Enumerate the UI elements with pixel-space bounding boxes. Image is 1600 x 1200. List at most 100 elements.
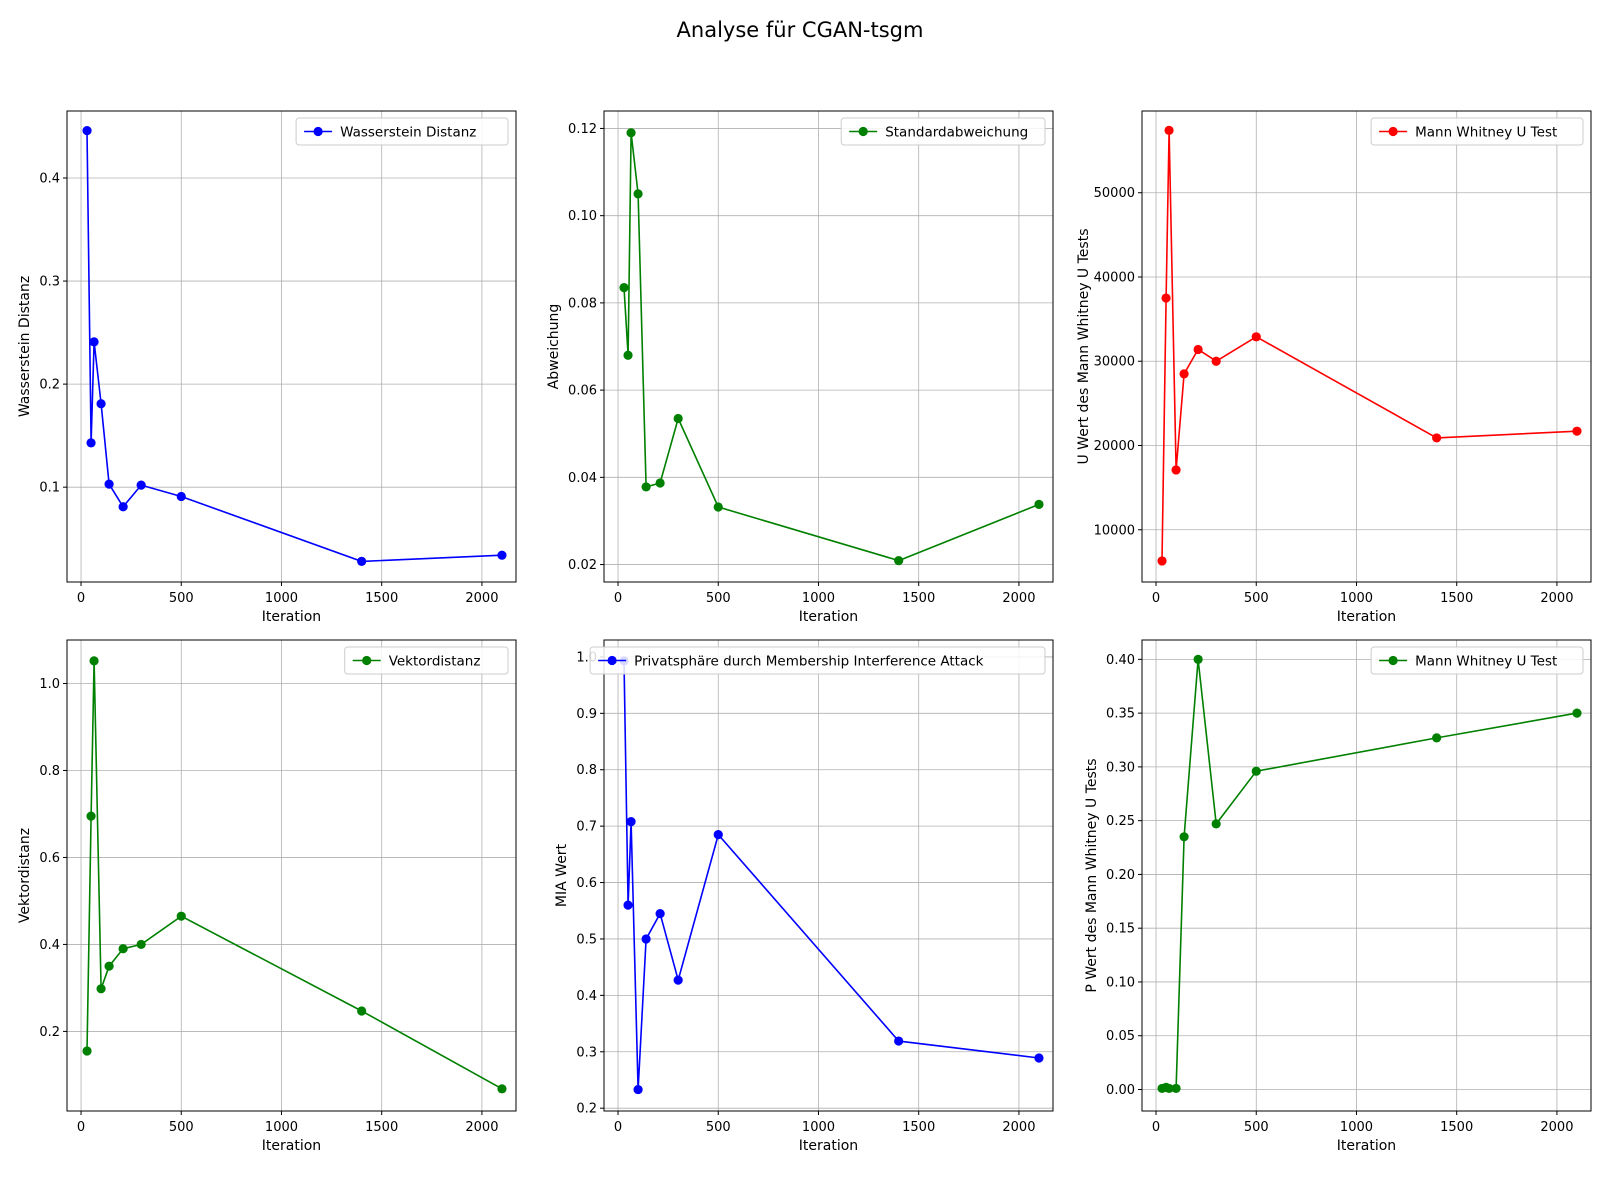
legend-label: Wasserstein Distanz [340, 125, 476, 141]
x-axis-label: Iteration [262, 1138, 321, 1154]
x-tick-label: 500 [1244, 591, 1269, 606]
x-tick-label: 500 [1244, 1120, 1269, 1135]
data-point [623, 350, 633, 360]
data-point [1572, 426, 1582, 436]
data-point [673, 413, 683, 424]
y-tick-label: 30000 [1094, 355, 1135, 370]
data-point [713, 502, 723, 512]
x-axis-label: Iteration [799, 609, 858, 625]
x-tick-label: 2000 [465, 1120, 498, 1135]
x-tick-label: 500 [169, 1120, 194, 1135]
x-tick-label: 0 [1152, 1120, 1160, 1135]
x-tick-label: 1500 [902, 1120, 935, 1135]
series-line [623, 660, 1040, 1090]
data-point [86, 438, 96, 448]
y-tick-label: 0.2 [39, 1025, 60, 1040]
data-point [894, 1036, 904, 1046]
y-tick-label: 0.25 [1106, 814, 1135, 829]
axes-frame [1141, 639, 1592, 1112]
y-tick-label: 0.6 [39, 851, 60, 866]
y-tick-label: 0.2 [39, 378, 60, 393]
data-point [1179, 369, 1189, 379]
x-tick-label: 0 [614, 1120, 622, 1135]
legend-marker [607, 655, 617, 666]
data-point [641, 482, 651, 492]
data-point [894, 556, 904, 566]
subplot-2: 0 500 1000 1500 2000 0.02 0.04 0.06 0.08 0.10 0.12… [546, 110, 1054, 625]
data-point [1171, 465, 1181, 475]
figure-title: Analyse für CGAN-tsgm [676, 18, 924, 42]
x-tick-label: 1500 [1440, 1120, 1473, 1135]
y-tick-label: 0.4 [39, 938, 60, 953]
data-point [497, 550, 507, 560]
y-tick-label: 0.35 [1106, 707, 1135, 722]
data-point [1157, 556, 1167, 566]
y-axis-label: Abweichung [546, 304, 562, 390]
legend: Standardabweichung [840, 117, 1046, 146]
data-point [1572, 708, 1582, 718]
x-tick-label: 1500 [902, 591, 935, 606]
data-point [673, 975, 683, 985]
x-axis-label: Iteration [1337, 1138, 1396, 1154]
data-point [104, 479, 114, 489]
y-tick-label: 0.9 [576, 707, 597, 722]
legend: Wasserstein Distanz [295, 117, 509, 146]
legend-marker [1388, 655, 1398, 666]
data-point [176, 491, 186, 502]
x-tick-label: 500 [169, 591, 194, 606]
y-tick-label: 40000 [1094, 270, 1135, 285]
y-tick-label: 0.00 [1106, 1083, 1135, 1098]
data-point [1164, 125, 1174, 135]
x-tick-label: 500 [706, 591, 731, 606]
x-tick-label: 2000 [1002, 1120, 1035, 1135]
y-tick-label: 0.7 [576, 820, 597, 835]
y-tick-label: 0.4 [576, 989, 597, 1004]
legend: Mann Whitney U Test [1370, 117, 1584, 146]
legend-label: Standardabweichung [885, 125, 1028, 141]
x-tick-label: 1000 [802, 591, 835, 606]
data-point [1211, 356, 1221, 366]
axes-frame [66, 639, 517, 1112]
data-point [633, 189, 643, 199]
y-tick-label: 0.5 [576, 932, 597, 947]
legend-marker [362, 655, 372, 666]
data-point [136, 939, 146, 950]
legend-label: Privatsphäre durch Membership Interferen… [634, 654, 984, 670]
axes-frame [603, 110, 1054, 583]
x-tick-label: 1500 [1440, 591, 1473, 606]
data-point [623, 900, 633, 910]
data-point [1193, 344, 1203, 355]
data-point [1034, 1053, 1044, 1063]
data-point [86, 811, 96, 821]
legend-box [1370, 646, 1584, 675]
y-tick-label: 0.4 [39, 171, 60, 186]
axes-frame [603, 639, 1054, 1112]
x-axis-label: Iteration [1337, 609, 1396, 625]
x-tick-label: 1000 [265, 591, 298, 606]
legend-marker [313, 126, 323, 137]
legend-label: Vektordistanz [389, 654, 481, 670]
legend: Vektordistanz [344, 646, 509, 675]
y-tick-label: 10000 [1094, 523, 1135, 538]
y-tick-label: 0.15 [1106, 922, 1135, 937]
legend: Privatsphäre durch Membership Interferen… [589, 646, 1046, 675]
x-tick-label: 0 [77, 591, 85, 606]
subplot-3: 0 500 1000 1500 2000 10000 20000 30000 40000 5000… [1076, 110, 1592, 625]
data-point [633, 1084, 643, 1095]
data-point [89, 656, 99, 666]
data-point [89, 337, 99, 347]
legend-box [295, 117, 509, 146]
y-tick-label: 0.40 [1106, 653, 1135, 668]
data-point [713, 830, 723, 840]
y-tick-label: 0.05 [1106, 1029, 1135, 1044]
data-point [82, 1046, 92, 1056]
y-tick-label: 0.30 [1106, 760, 1135, 775]
series-line [86, 130, 503, 563]
axes-frame [1141, 110, 1592, 583]
legend-label: Mann Whitney U Test [1415, 125, 1557, 141]
data-point [1179, 832, 1189, 842]
y-tick-label: 1.0 [39, 677, 60, 692]
data-point [497, 1084, 507, 1094]
x-tick-label: 0 [77, 1120, 85, 1135]
data-point [1164, 1083, 1174, 1094]
